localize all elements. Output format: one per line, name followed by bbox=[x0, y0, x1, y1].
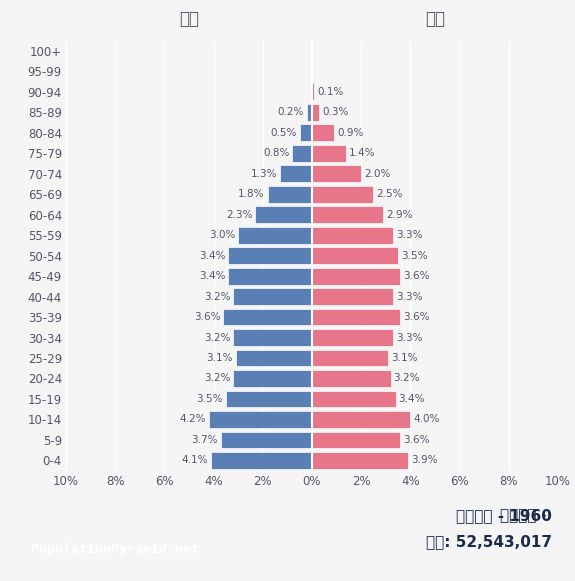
Bar bbox=[312, 309, 400, 325]
Text: 3.5%: 3.5% bbox=[401, 250, 427, 261]
Bar bbox=[312, 268, 400, 285]
Bar bbox=[312, 206, 383, 223]
Text: 3.9%: 3.9% bbox=[411, 456, 437, 465]
Text: 3.7%: 3.7% bbox=[191, 435, 218, 445]
Text: 2.3%: 2.3% bbox=[226, 210, 252, 220]
Text: 1.3%: 1.3% bbox=[251, 168, 277, 179]
Text: 3.2%: 3.2% bbox=[393, 374, 420, 383]
Text: 1.4%: 1.4% bbox=[349, 148, 376, 158]
Bar bbox=[211, 452, 312, 469]
Bar bbox=[226, 390, 312, 407]
Text: 2.9%: 2.9% bbox=[386, 210, 413, 220]
Bar bbox=[312, 166, 361, 182]
Bar bbox=[312, 350, 388, 367]
Text: 3.2%: 3.2% bbox=[204, 332, 231, 343]
Text: イギリス -: イギリス - bbox=[500, 508, 552, 523]
Bar bbox=[280, 166, 312, 182]
Text: 3.3%: 3.3% bbox=[396, 332, 423, 343]
Text: イギリス - 1960: イギリス - 1960 bbox=[456, 508, 552, 523]
Bar bbox=[209, 411, 312, 428]
Bar bbox=[221, 432, 312, 449]
Bar bbox=[312, 370, 390, 387]
Bar bbox=[228, 268, 312, 285]
Bar bbox=[312, 124, 334, 141]
Text: 3.6%: 3.6% bbox=[404, 312, 430, 322]
Text: 3.4%: 3.4% bbox=[199, 271, 225, 281]
Bar bbox=[312, 248, 398, 264]
Text: 0.1%: 0.1% bbox=[317, 87, 344, 97]
Text: 女性: 女性 bbox=[425, 10, 445, 28]
Bar bbox=[224, 309, 312, 325]
Bar bbox=[236, 350, 312, 367]
Text: イギリス - 1960: イギリス - 1960 bbox=[456, 508, 552, 523]
Text: 3.6%: 3.6% bbox=[194, 312, 220, 322]
Bar bbox=[307, 104, 312, 121]
Text: 0.3%: 0.3% bbox=[322, 107, 348, 117]
Text: 0.8%: 0.8% bbox=[263, 148, 289, 158]
Bar bbox=[233, 288, 312, 305]
Bar bbox=[312, 186, 373, 203]
Bar bbox=[312, 432, 400, 449]
Text: 3.3%: 3.3% bbox=[396, 230, 423, 240]
Text: 3.1%: 3.1% bbox=[391, 353, 417, 363]
Bar bbox=[300, 124, 312, 141]
Bar bbox=[292, 145, 312, 162]
Text: 3.0%: 3.0% bbox=[209, 230, 235, 240]
Text: 3.2%: 3.2% bbox=[204, 292, 231, 302]
Text: 3.6%: 3.6% bbox=[404, 435, 430, 445]
Bar bbox=[312, 452, 408, 469]
Bar bbox=[312, 390, 396, 407]
Bar bbox=[233, 329, 312, 346]
Bar bbox=[312, 288, 393, 305]
Text: 3.4%: 3.4% bbox=[398, 394, 425, 404]
Text: 1.8%: 1.8% bbox=[238, 189, 264, 199]
Bar bbox=[233, 370, 312, 387]
Text: 4.2%: 4.2% bbox=[179, 414, 206, 425]
Text: 2.5%: 2.5% bbox=[377, 189, 403, 199]
Text: 0.9%: 0.9% bbox=[337, 128, 363, 138]
Text: 0.2%: 0.2% bbox=[278, 107, 304, 117]
Bar bbox=[312, 411, 411, 428]
Bar bbox=[228, 248, 312, 264]
Text: 3.6%: 3.6% bbox=[404, 271, 430, 281]
Bar bbox=[312, 145, 346, 162]
Text: 2.0%: 2.0% bbox=[364, 168, 390, 179]
Text: 人口: 52,543,017: 人口: 52,543,017 bbox=[426, 534, 552, 549]
Bar bbox=[255, 206, 312, 223]
Bar bbox=[238, 227, 312, 243]
Bar bbox=[312, 329, 393, 346]
Bar bbox=[268, 186, 312, 203]
Text: 3.4%: 3.4% bbox=[199, 250, 225, 261]
Text: 男性: 男性 bbox=[179, 10, 199, 28]
Text: 0.5%: 0.5% bbox=[270, 128, 297, 138]
Bar bbox=[312, 227, 393, 243]
Text: 3.1%: 3.1% bbox=[206, 353, 233, 363]
Bar bbox=[312, 84, 315, 101]
Bar bbox=[312, 104, 319, 121]
Text: 3.5%: 3.5% bbox=[197, 394, 223, 404]
Text: 4.1%: 4.1% bbox=[182, 456, 208, 465]
Text: 3.3%: 3.3% bbox=[396, 292, 423, 302]
Text: PopulationPyramid.net: PopulationPyramid.net bbox=[31, 543, 199, 555]
Text: 4.0%: 4.0% bbox=[413, 414, 439, 425]
Text: 3.2%: 3.2% bbox=[204, 374, 231, 383]
